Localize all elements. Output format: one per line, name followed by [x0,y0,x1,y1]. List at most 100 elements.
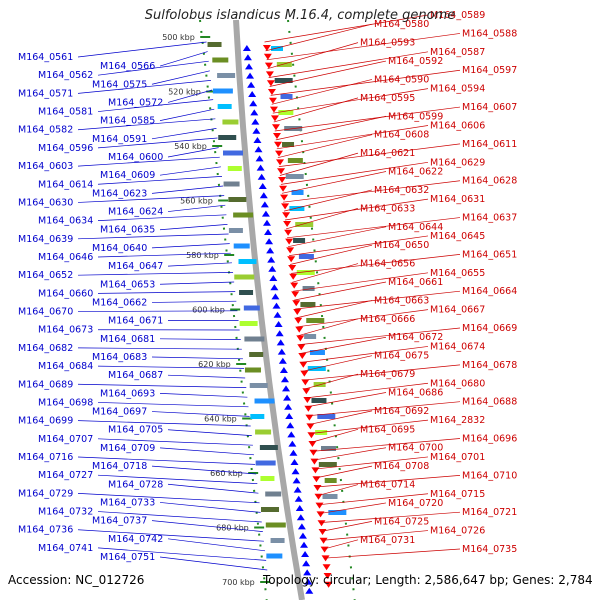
right-gene-label: M164_0688 [462,397,517,408]
strand-plus-arrow [282,385,290,391]
right-gene-label: M164_0593 [360,38,415,49]
feature-block [234,275,254,280]
strand-minus-arrow [315,503,323,509]
strand-plus-arrow [262,211,270,217]
genome-summary-label: Topology: circular; Length: 2,586,647 bp… [263,573,593,587]
feature-block [228,166,242,171]
strand-plus-arrow [305,588,313,594]
strand-minus-arrow [323,564,331,570]
strand-plus-arrow [296,505,304,511]
left-gene-label: M164_0741 [38,543,93,554]
strand-minus-arrow [280,195,288,201]
strand-plus-arrow [294,487,302,493]
strand-plus-arrow [281,376,289,382]
left-gene-leader [160,339,241,340]
feature-block [323,494,338,499]
strand-plus-arrow [265,238,273,244]
right-gene-label: M164_0594 [430,84,485,95]
strand-plus-arrow [279,358,287,364]
ruler-tick-label: 520 kbp [168,88,201,97]
feature-block [249,352,263,357]
strand-plus-arrow [275,321,283,327]
strand-minus-arrow [300,371,308,377]
strand-minus-arrow [276,159,284,165]
strand-plus-arrow [292,468,300,474]
right-gene-label: M164_0632 [374,185,429,196]
strand-plus-arrow [256,155,264,161]
right-gene-leader [304,374,358,389]
left-gene-label: M164_0562 [38,70,93,81]
left-gene-label: M164_0732 [38,507,93,518]
strand-plus-arrow [283,395,291,401]
left-gene-label: M164_0699 [18,416,73,427]
strand-plus-arrow [243,45,251,51]
left-gene-label: M164_0640 [92,243,147,254]
left-gene-leader [160,393,247,397]
left-gene-label: M164_0609 [100,170,155,181]
feature-block [222,120,238,125]
strand-minus-arrow [296,335,304,341]
strand-plus-arrow [298,523,306,529]
feature-block [245,368,261,373]
left-gene-label: M164_0689 [18,379,73,390]
left-gene-label: M164_0718 [92,461,147,472]
feature-block [229,228,243,233]
left-gene-label: M164_0727 [38,470,93,481]
strand-plus-arrow [284,404,292,410]
right-gene-label: M164_0645 [430,231,485,242]
left-gene-label: M164_0596 [38,143,93,154]
strand-minus-arrow [298,353,306,359]
strand-minus-arrow [284,230,292,236]
right-gene-label: M164_0664 [462,286,517,297]
right-gene-label: M164_0667 [430,305,485,316]
left-gene-label: M164_0707 [38,434,93,445]
feature-block [218,104,232,109]
left-gene-label: M164_0647 [108,261,163,272]
strand-plus-arrow [286,422,294,428]
left-gene-label: M164_0582 [18,125,73,136]
strand-minus-arrow [295,327,303,333]
left-gene-leader [152,71,210,84]
right-gene-label: M164_0696 [462,434,517,445]
right-gene-leader [319,503,386,514]
ruler-tick-label: 660 kbp [210,469,243,478]
left-gene-label: M164_0705 [108,425,163,436]
strand-plus-arrow [295,496,303,502]
strand-plus-arrow [272,303,280,309]
left-gene-label: M164_0671 [108,316,163,327]
feature-block [228,197,246,202]
feature-block [295,222,313,227]
feature-block [299,254,314,259]
left-gene-label: M164_0716 [18,452,73,463]
right-gene-label: M164_0679 [360,369,415,380]
feature-block [218,135,236,140]
strand-minus-arrow [317,511,325,517]
left-gene-label: M164_0693 [100,388,155,399]
left-gene-label: M164_0653 [100,279,155,290]
left-gene-label: M164_0575 [92,79,147,90]
right-gene-label: M164_0678 [462,360,517,371]
feature-block [300,302,315,307]
feature-block [260,476,274,481]
strand-minus-arrow [271,115,279,121]
strand-minus-arrow [291,291,299,297]
left-gene-label: M164_0646 [38,252,93,263]
strand-plus-arrow [290,459,298,465]
feature-block [255,399,275,404]
strand-plus-arrow [257,165,265,171]
right-gene-label: M164_0633 [360,203,415,214]
feature-block [288,158,303,163]
strand-minus-arrow [279,186,287,192]
right-gene-label: M164_0621 [360,148,415,159]
left-gene-label: M164_0684 [38,361,93,372]
left-gene-leader [78,42,207,57]
right-gene-label: M164_0701 [430,452,485,463]
left-gene-label: M164_0561 [18,52,73,63]
strand-plus-arrow [277,339,285,345]
left-gene-leader [152,128,216,138]
strand-plus-arrow [246,73,254,79]
left-gene-leader [78,384,246,387]
left-gene-label: M164_0624 [108,207,163,218]
feature-block [256,461,276,466]
